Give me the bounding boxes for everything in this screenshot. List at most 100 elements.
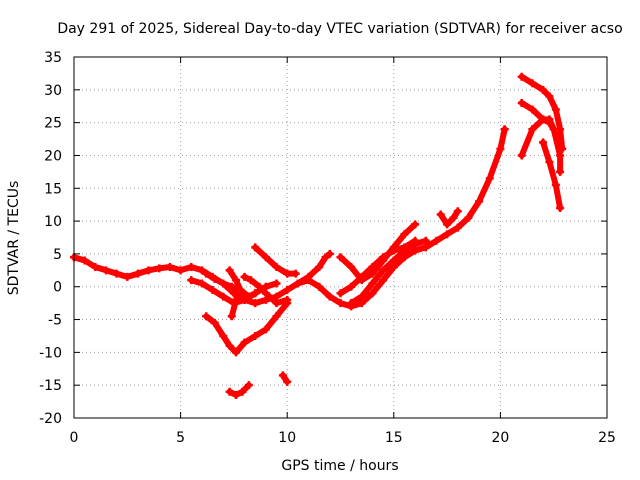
data-point (336, 299, 345, 308)
y-tick-label: 25 (44, 116, 62, 132)
data-point (225, 341, 234, 350)
data-point (123, 272, 132, 281)
data-point (219, 331, 228, 340)
data-point (112, 269, 121, 278)
data-point (272, 312, 281, 321)
y-axis-label: SDTVAR / TECUs (6, 181, 22, 296)
plot-frame (73, 56, 608, 419)
data-point (291, 269, 300, 278)
data-point (496, 144, 505, 153)
y-tick-label: 15 (44, 181, 62, 197)
data-point (202, 269, 211, 278)
data-point (556, 167, 565, 176)
data-point (400, 246, 409, 255)
data-point (272, 279, 281, 288)
data-point (261, 253, 270, 262)
y-tick-label: 30 (44, 83, 62, 99)
data-point (551, 105, 560, 114)
data-point (539, 138, 548, 147)
data-point (389, 256, 398, 265)
data-point (411, 220, 420, 229)
data-point (187, 263, 196, 272)
data-point (176, 266, 185, 275)
data-point (144, 266, 153, 275)
data-point (165, 263, 174, 272)
data-point (208, 286, 217, 295)
data-point (255, 282, 264, 291)
data-point (325, 249, 334, 258)
y-tick-label: 35 (44, 50, 62, 66)
x-axis-label: GPS time / hours (281, 458, 398, 474)
data-point (368, 263, 377, 272)
data-point (261, 289, 270, 298)
data-point (549, 125, 558, 134)
data-point (283, 286, 292, 295)
data-point (357, 272, 366, 281)
data-point (240, 338, 249, 347)
data-point (379, 266, 388, 275)
data-point (155, 264, 164, 273)
data-point (336, 289, 345, 298)
data-point (453, 223, 462, 232)
data-series (70, 72, 567, 400)
y-tick-label: 0 (53, 280, 62, 296)
data-point (545, 158, 554, 167)
data-point (475, 197, 484, 206)
data-point (485, 174, 494, 183)
x-tick-label: 10 (278, 430, 296, 446)
data-point (210, 318, 219, 327)
data-point (432, 236, 441, 245)
axis-ticks: 0 5 10 15 20 25 -20 -15 -10 -5 0 5 10 15 20 25 30 35 (39, 50, 616, 446)
data-point (238, 387, 247, 396)
data-point (315, 282, 324, 291)
series-fall (540, 139, 564, 211)
grid (74, 57, 607, 418)
data-point (232, 295, 241, 304)
data-point (293, 279, 302, 288)
data-point (304, 272, 313, 281)
data-point (283, 269, 292, 278)
data-point (321, 253, 330, 262)
data-point (278, 371, 287, 380)
data-point (80, 256, 89, 265)
data-point (272, 263, 281, 272)
series-mid-a (337, 221, 419, 284)
data-point (272, 299, 281, 308)
data-point (227, 282, 236, 291)
data-point (197, 279, 206, 288)
data-point (232, 348, 241, 357)
x-tick-label: 5 (176, 430, 185, 446)
data-point (528, 125, 537, 134)
data-point (133, 269, 142, 278)
data-point (449, 213, 458, 222)
chart-title: Day 291 of 2025, Sidereal Day-to-day VTE… (57, 21, 622, 37)
data-point (545, 92, 554, 101)
data-point (283, 377, 292, 386)
x-tick-label: 0 (70, 430, 79, 446)
data-point (443, 220, 452, 229)
data-point (436, 210, 445, 219)
data-point (315, 263, 324, 272)
series-low-a (226, 382, 252, 398)
data-point (545, 118, 554, 127)
data-point (336, 253, 345, 262)
data-point (244, 381, 253, 390)
data-point (244, 292, 253, 301)
data-point (528, 105, 537, 114)
data-point (240, 272, 249, 281)
data-point (517, 98, 526, 107)
y-tick-label: -20 (39, 411, 62, 427)
data-point (251, 243, 260, 252)
data-point (283, 299, 292, 308)
data-point (517, 72, 526, 81)
data-point (368, 279, 377, 288)
data-point (539, 115, 548, 124)
y-tick-label: -10 (39, 345, 62, 361)
data-point (517, 151, 526, 160)
data-point (225, 266, 234, 275)
data-point (232, 276, 241, 285)
data-point (240, 295, 249, 304)
data-point (551, 180, 560, 189)
y-tick-label: -15 (39, 378, 62, 394)
